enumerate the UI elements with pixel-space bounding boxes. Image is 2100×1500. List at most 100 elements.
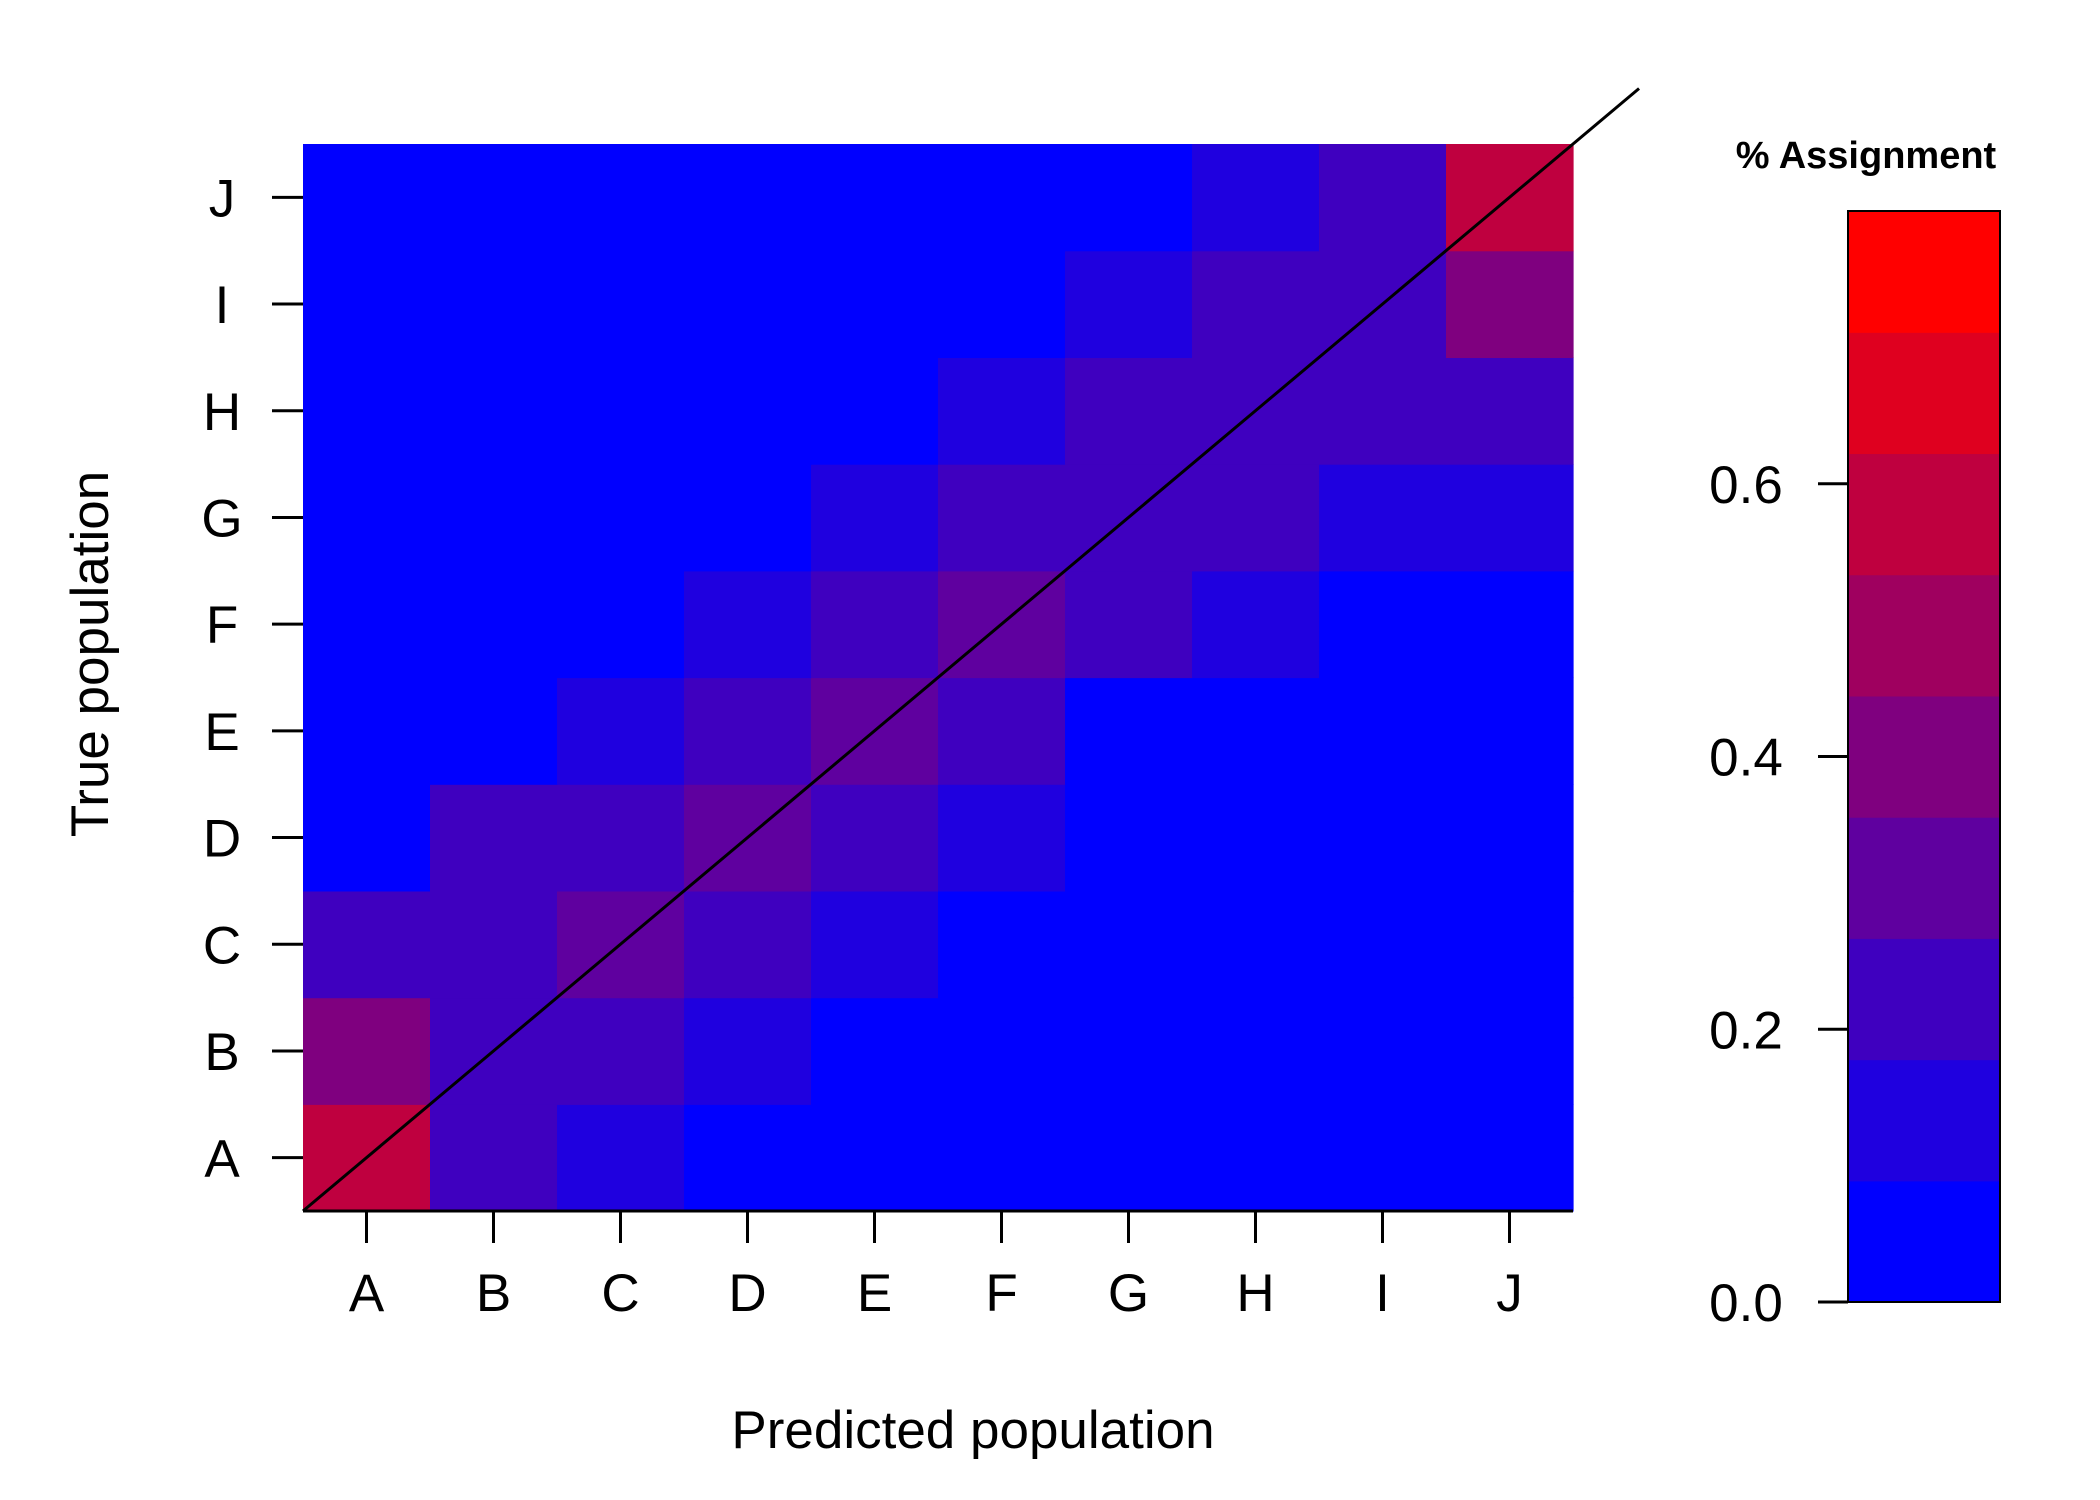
heatmap-cell-G-I bbox=[1319, 464, 1447, 572]
legend-axis: 0.0 0.2 0.4 0.6 bbox=[1709, 456, 1848, 1333]
y-tick-label: F bbox=[206, 596, 238, 655]
heatmap-cell-B-F bbox=[938, 997, 1066, 1105]
y-tick-label: I bbox=[215, 276, 230, 335]
heatmap-cell-B-H bbox=[1192, 997, 1320, 1105]
heatmap-cell-I-A bbox=[303, 250, 431, 358]
heatmap-cell-J-D bbox=[684, 144, 812, 252]
legend-tick-label: 0.2 bbox=[1709, 1001, 1783, 1060]
heatmap-cell-E-B bbox=[430, 677, 558, 785]
heatmap-cell-I-E bbox=[811, 250, 939, 358]
heatmap-cell-B-E bbox=[811, 997, 939, 1105]
heatmap-cell-H-G bbox=[1065, 357, 1193, 465]
heatmap-cell-D-G bbox=[1065, 784, 1193, 892]
heatmap-cell-J-E bbox=[811, 144, 939, 252]
legend-swatches bbox=[1847, 210, 2001, 1303]
heatmap-cell-J-H bbox=[1192, 144, 1320, 252]
diagonal-line bbox=[302, 87, 1641, 1213]
heatmap-cell-B-A bbox=[303, 997, 431, 1105]
heatmap-cell-B-G bbox=[1065, 997, 1193, 1105]
heatmap-cell-C-J bbox=[1446, 890, 1574, 999]
heatmap-cell-A-J bbox=[1446, 1104, 1574, 1212]
y-tick-label: E bbox=[204, 703, 239, 762]
legend-title: % Assignment bbox=[1736, 135, 1997, 177]
heatmap-cell-J-G bbox=[1065, 144, 1193, 252]
heatmap-cell-G-C bbox=[557, 464, 685, 572]
heatmap-cell-G-H bbox=[1192, 464, 1320, 572]
heatmap-cell-G-F bbox=[938, 464, 1066, 572]
heatmap-cell-G-B bbox=[430, 464, 558, 572]
heatmap-cell-D-I bbox=[1319, 784, 1447, 892]
heatmap-cell-I-B bbox=[430, 250, 558, 358]
heatmap-cell-G-A bbox=[303, 464, 431, 572]
heatmap-cell-E-F bbox=[938, 677, 1066, 785]
heatmap-cell-B-D bbox=[684, 997, 812, 1105]
y-tick-label: A bbox=[204, 1130, 240, 1189]
legend-tick-label: 0.0 bbox=[1709, 1274, 1783, 1333]
heatmap-cell-J-C bbox=[557, 144, 685, 252]
heatmap-cell-F-A bbox=[303, 570, 431, 679]
heatmap-cell-I-G bbox=[1065, 250, 1193, 358]
heatmap-cell-D-E bbox=[811, 784, 939, 892]
heatmap-cell-B-I bbox=[1319, 997, 1447, 1105]
legend-tick-label: 0.6 bbox=[1709, 456, 1783, 515]
heatmap-cell-I-D bbox=[684, 250, 812, 358]
heatmap-cell-J-I bbox=[1319, 144, 1447, 252]
heatmap-cell-G-D bbox=[684, 464, 812, 572]
heatmap-cell-D-B bbox=[430, 784, 558, 892]
legend-swatch bbox=[1848, 453, 2000, 576]
y-tick-label: J bbox=[209, 169, 236, 228]
x-tick-label: I bbox=[1375, 1264, 1390, 1323]
heatmap-cell-F-H bbox=[1192, 570, 1320, 679]
heatmap-cell-E-I bbox=[1319, 677, 1447, 785]
legend-swatch bbox=[1848, 817, 2000, 939]
y-tick-label: H bbox=[203, 383, 241, 442]
heatmap-cell-H-D bbox=[684, 357, 812, 465]
legend-swatch bbox=[1848, 211, 2000, 333]
heatmap-cell-I-J bbox=[1446, 250, 1574, 358]
heatmap-cell-H-J bbox=[1446, 357, 1574, 465]
heatmap-cells bbox=[303, 144, 1574, 1212]
heatmap-cell-A-B bbox=[430, 1104, 558, 1212]
x-axis-title: Predicted population bbox=[731, 1401, 1214, 1460]
heatmap-cell-F-E bbox=[811, 570, 939, 679]
heatmap-cell-F-C bbox=[557, 570, 685, 679]
heatmap-cell-D-C bbox=[557, 784, 685, 892]
heatmap-cell-A-I bbox=[1319, 1104, 1447, 1212]
legend-swatch bbox=[1848, 332, 2000, 455]
heatmap-cell-D-F bbox=[938, 784, 1066, 892]
heatmap-cell-H-A bbox=[303, 357, 431, 465]
heatmap-cell-B-C bbox=[557, 997, 685, 1105]
heatmap-cell-D-A bbox=[303, 784, 431, 892]
legend-swatch bbox=[1848, 938, 2000, 1061]
x-tick-label: E bbox=[857, 1264, 892, 1323]
heatmap-cell-A-D bbox=[684, 1104, 812, 1212]
heatmap-cell-F-D bbox=[684, 570, 812, 679]
heatmap-cell-E-C bbox=[557, 677, 685, 785]
heatmap-cell-D-H bbox=[1192, 784, 1320, 892]
legend-swatch bbox=[1848, 1059, 2000, 1182]
color-legend: % Assignment 0.0 0.2 0.4 0.6 bbox=[1709, 135, 2001, 1333]
heatmap-cell-I-H bbox=[1192, 250, 1320, 358]
heatmap-cell-C-E bbox=[811, 890, 939, 999]
y-axis-title: True population bbox=[61, 471, 120, 837]
heatmap-cell-E-H bbox=[1192, 677, 1320, 785]
heatmap-cell-J-B bbox=[430, 144, 558, 252]
x-axis: A B C D E F G H I J bbox=[303, 1209, 1573, 1323]
x-tick-label: G bbox=[1108, 1264, 1149, 1323]
heatmap-cell-C-G bbox=[1065, 890, 1193, 999]
heatmap-cell-J-F bbox=[938, 144, 1066, 252]
heatmap-cell-F-J bbox=[1446, 570, 1574, 679]
heatmap-cell-H-B bbox=[430, 357, 558, 465]
heatmap-cell-E-A bbox=[303, 677, 431, 785]
heatmap-cell-C-D bbox=[684, 890, 812, 999]
x-tick-label: A bbox=[349, 1264, 385, 1323]
heatmap-cell-E-J bbox=[1446, 677, 1574, 785]
y-tick-label: B bbox=[204, 1023, 239, 1082]
y-tick-label: D bbox=[203, 810, 241, 869]
legend-swatch bbox=[1848, 1180, 2000, 1303]
heatmap-cell-E-G bbox=[1065, 677, 1193, 785]
x-tick-label: J bbox=[1496, 1264, 1523, 1323]
heatmap-cell-H-E bbox=[811, 357, 939, 465]
